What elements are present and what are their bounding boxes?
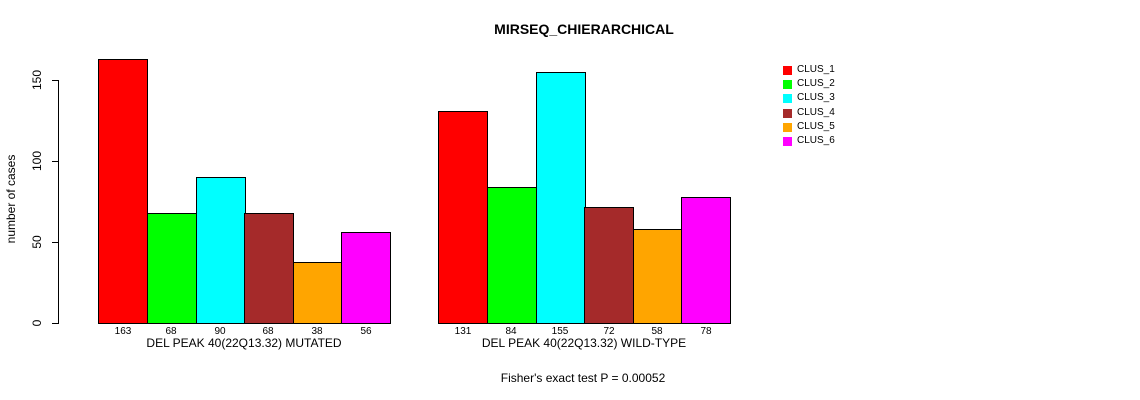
legend-swatch-clus_3 [783,94,792,103]
bar-clus_4 [584,207,634,324]
bar-clus_1 [438,111,488,324]
legend-label: CLUS_5 [797,121,835,132]
bar-clus_5 [293,262,343,324]
bar-clus_3 [536,72,586,324]
group-label: DEL PEAK 40(22Q13.32) WILD-TYPE [481,336,687,350]
y-tick-mark [52,242,58,243]
legend-label: CLUS_1 [797,64,835,75]
legend-swatch-clus_5 [783,123,792,132]
bar-value-label: 72 [603,326,615,337]
bar-clus_6 [681,197,731,324]
y-tick-label: 50 [30,235,44,249]
legend-swatch-clus_6 [783,137,792,146]
bar-value-label: 68 [262,326,274,337]
bar-clus_2 [487,187,537,324]
legend-label: CLUS_4 [797,107,835,118]
bar-value-label: 78 [700,326,712,337]
y-axis-line [58,80,59,324]
bar-value-label: 163 [114,326,132,337]
bar-clus_4 [244,213,294,324]
legend-swatch-clus_2 [783,80,792,89]
bar-clus_3 [196,177,246,324]
legend-swatch-clus_1 [783,66,792,75]
legend-label: CLUS_3 [797,92,835,103]
y-tick-mark [52,161,58,162]
legend-label: CLUS_2 [797,78,835,89]
chart-title: MIRSEQ_CHIERARCHICAL [494,21,674,37]
bar-value-label: 38 [311,326,323,337]
bar-value-label: 90 [214,326,226,337]
legend-swatch-clus_4 [783,109,792,118]
y-tick-label: 100 [30,150,44,172]
bar-value-label: 84 [505,326,517,337]
y-tick-label: 0 [30,319,44,327]
bar-value-label: 131 [454,326,472,337]
bar-value-label: 68 [165,326,177,337]
bar-value-label: 56 [360,326,372,337]
y-tick-label: 150 [30,69,44,91]
y-axis-label: number of cases [4,154,18,244]
y-tick-mark [52,80,58,81]
bar-clus_2 [147,213,197,324]
bar-value-label: 155 [551,326,569,337]
bar-clus_5 [633,229,683,324]
y-tick-mark [52,323,58,324]
bar-clus_1 [98,59,148,324]
legend-label: CLUS_6 [797,135,835,146]
fisher-test-annotation: Fisher's exact test P = 0.00052 [500,371,666,385]
group-label: DEL PEAK 40(22Q13.32) MUTATED [146,336,342,350]
bar-value-label: 58 [651,326,663,337]
bar-clus_6 [341,232,391,324]
